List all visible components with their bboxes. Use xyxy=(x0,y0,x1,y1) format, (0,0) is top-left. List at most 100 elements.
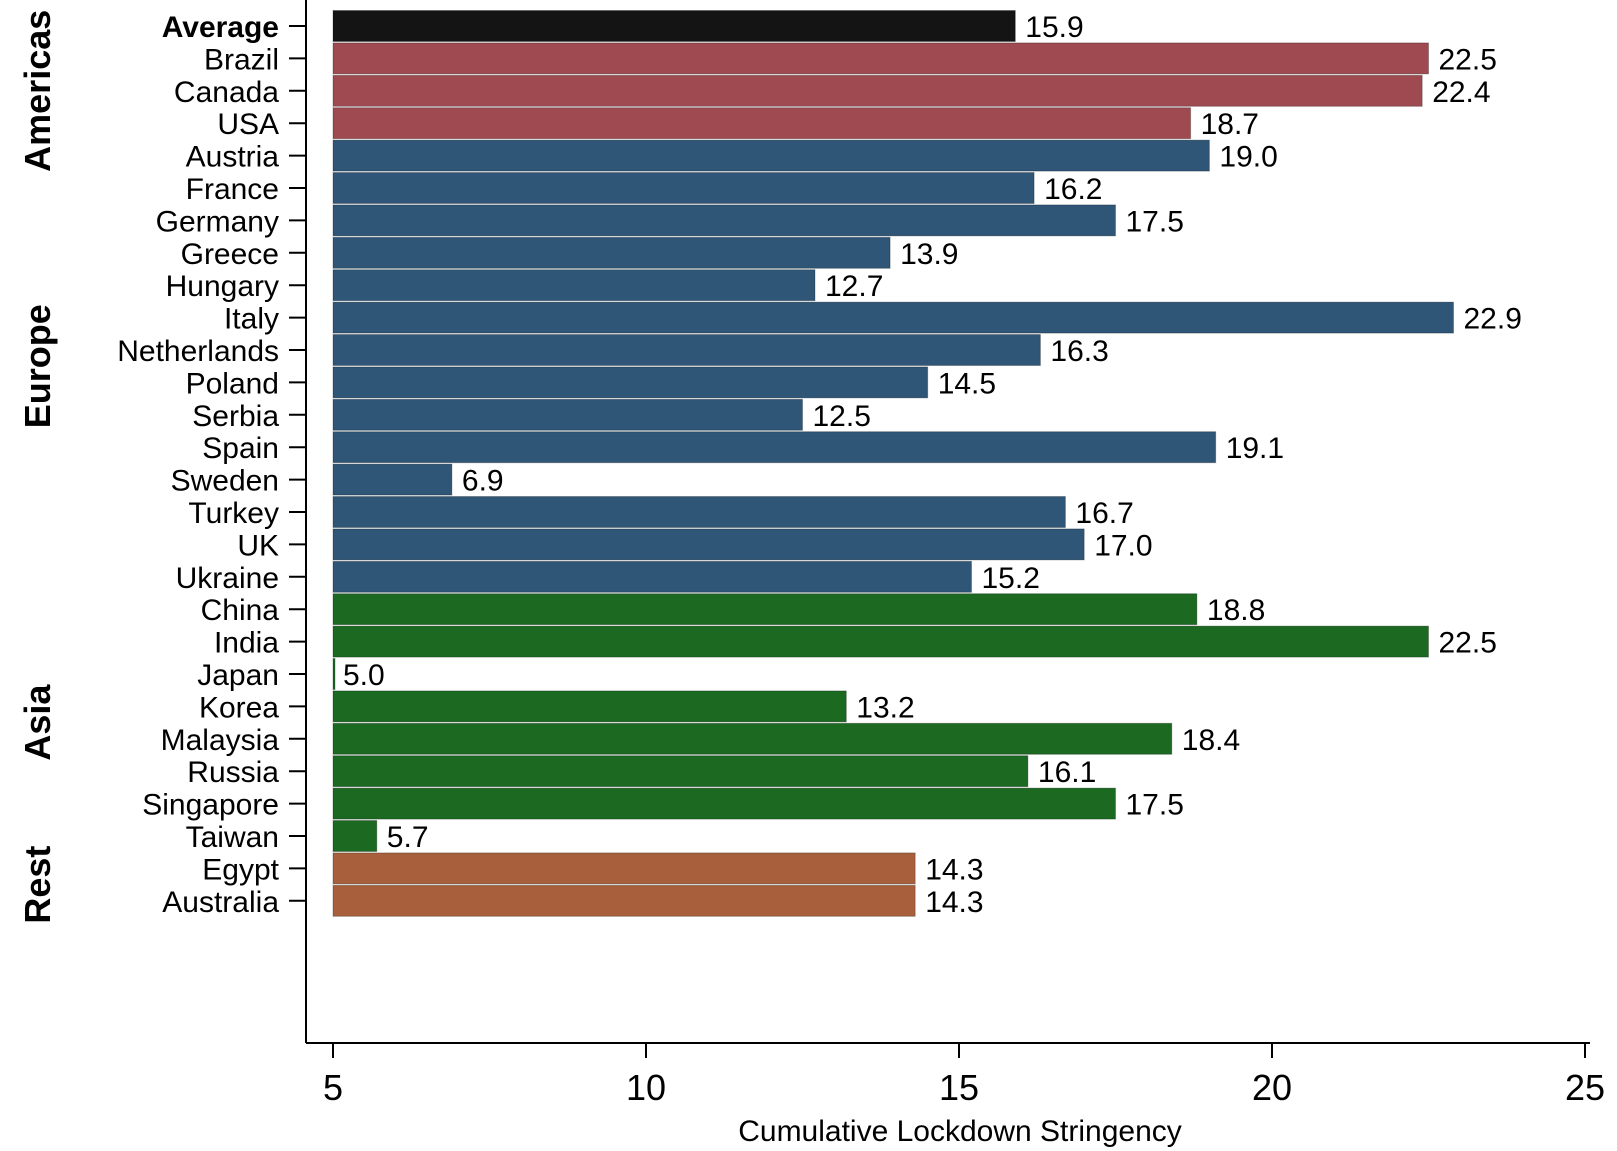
category-label: Canada xyxy=(174,76,279,109)
category-label: Taiwan xyxy=(186,821,279,854)
category-label: Brazil xyxy=(204,43,279,76)
value-label: 18.7 xyxy=(1201,108,1259,141)
value-label: 19.0 xyxy=(1219,141,1277,174)
bar-turkey xyxy=(332,496,1066,528)
category-label: Greece xyxy=(181,238,279,271)
bar-netherlands xyxy=(332,334,1041,366)
value-label: 13.9 xyxy=(900,238,958,271)
bar-korea xyxy=(332,690,847,723)
category-label: USA xyxy=(217,108,279,141)
category-label: Average xyxy=(162,11,279,44)
value-label: 19.1 xyxy=(1226,432,1284,465)
value-label: 16.1 xyxy=(1038,756,1096,789)
value-label: 16.7 xyxy=(1075,497,1133,530)
value-label: 13.2 xyxy=(856,691,914,724)
bar-malaysia xyxy=(332,722,1173,755)
axes xyxy=(305,0,1590,1044)
x-axis-ticks: 5 10 15 20 25 xyxy=(323,1043,1605,1108)
bar-italy xyxy=(332,301,1454,334)
bar-spain xyxy=(332,431,1217,464)
category-label: India xyxy=(214,627,279,660)
value-label: 22.5 xyxy=(1439,43,1497,76)
category-label: Russia xyxy=(187,756,279,789)
category-label: Singapore xyxy=(142,789,279,822)
bars-layer xyxy=(332,10,1454,917)
value-label: 16.3 xyxy=(1050,335,1108,368)
bar-greece xyxy=(332,236,891,269)
value-label: 12.5 xyxy=(813,400,871,433)
category-label: Spain xyxy=(202,432,279,465)
bar-uk xyxy=(332,528,1085,561)
group-label-americas: Americas xyxy=(17,10,58,172)
bar-average xyxy=(332,10,1016,42)
category-label: Ukraine xyxy=(176,562,279,595)
value-label: 5.0 xyxy=(343,659,385,692)
bar-germany xyxy=(332,204,1116,237)
bar-australia xyxy=(332,884,916,917)
bar-japan xyxy=(332,658,336,690)
value-label: 22.5 xyxy=(1439,627,1497,660)
category-label: Egypt xyxy=(202,853,279,886)
bar-poland xyxy=(332,366,929,399)
value-labels: 15.922.522.418.719.016.217.513.912.722.9… xyxy=(343,11,1522,919)
value-label: 12.7 xyxy=(825,270,883,303)
value-label: 15.2 xyxy=(982,562,1040,595)
category-label: Netherlands xyxy=(117,335,279,368)
bar-canada xyxy=(332,74,1423,107)
x-tick-label: 10 xyxy=(626,1067,666,1108)
value-label: 17.0 xyxy=(1094,529,1152,562)
category-label: Turkey xyxy=(188,497,279,530)
bar-ukraine xyxy=(332,560,972,593)
bar-singapore xyxy=(332,787,1116,820)
x-axis-title: Cumulative Lockdown Stringency xyxy=(738,1115,1182,1148)
category-label: Poland xyxy=(186,367,279,400)
category-label: Hungary xyxy=(166,270,279,303)
value-label: 22.4 xyxy=(1432,76,1490,109)
group-label-asia: Asia xyxy=(17,684,58,761)
category-label: China xyxy=(201,594,280,627)
x-tick-label: 25 xyxy=(1565,1067,1605,1108)
value-label: 22.9 xyxy=(1464,303,1522,336)
value-label: 15.9 xyxy=(1025,11,1083,44)
bar-hungary xyxy=(332,269,816,302)
group-label-europe: Europe xyxy=(17,304,58,428)
category-label: France xyxy=(186,173,279,206)
category-label: Japan xyxy=(197,659,279,692)
value-label: 14.3 xyxy=(925,853,983,886)
bar-serbia xyxy=(332,398,803,431)
value-label: 6.9 xyxy=(462,465,504,498)
value-label: 18.4 xyxy=(1182,724,1240,757)
group-label-rest: Rest xyxy=(17,846,58,924)
category-label: Italy xyxy=(224,303,279,336)
category-label: UK xyxy=(237,529,279,562)
value-label: 16.2 xyxy=(1044,173,1102,206)
bar-france xyxy=(332,172,1035,204)
group-labels: Americas Europe Asia Rest xyxy=(17,10,58,924)
category-label: Australia xyxy=(162,886,279,919)
value-label: 17.5 xyxy=(1126,789,1184,822)
category-label: Malaysia xyxy=(161,724,280,757)
bar-sweden xyxy=(332,463,453,496)
category-label: Korea xyxy=(199,691,279,724)
bar-taiwan xyxy=(332,820,378,852)
bar-egypt xyxy=(332,852,916,885)
x-tick-label: 15 xyxy=(939,1067,979,1108)
category-labels: AverageBrazilCanadaUSAAustriaFranceGerma… xyxy=(117,11,306,919)
x-tick-label: 5 xyxy=(323,1067,343,1108)
category-label: Austria xyxy=(186,141,280,174)
bar-usa xyxy=(332,107,1192,140)
bar-austria xyxy=(332,139,1210,172)
category-label: Serbia xyxy=(192,400,279,433)
bar-china xyxy=(332,593,1198,626)
value-label: 14.3 xyxy=(925,886,983,919)
category-label: Germany xyxy=(156,205,279,238)
value-label: 14.5 xyxy=(938,367,996,400)
bar-india xyxy=(332,625,1429,658)
bar-brazil xyxy=(332,42,1429,75)
bar-russia xyxy=(332,755,1029,788)
value-label: 18.8 xyxy=(1207,594,1265,627)
x-tick-label: 20 xyxy=(1252,1067,1292,1108)
value-label: 17.5 xyxy=(1126,205,1184,238)
category-label: Sweden xyxy=(171,465,279,498)
